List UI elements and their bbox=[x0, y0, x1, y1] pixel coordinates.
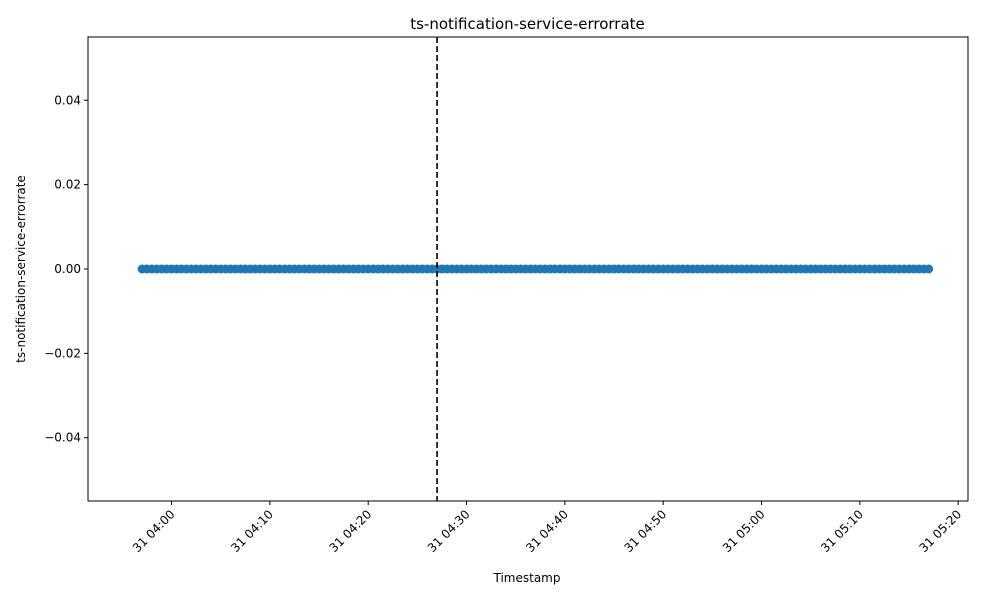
data-points bbox=[137, 264, 934, 274]
y-tick-label: 0.02 bbox=[54, 178, 81, 192]
x-tick-label: 31 04:40 bbox=[523, 507, 571, 555]
x-tick-label: 31 04:00 bbox=[130, 507, 178, 555]
x-tick-label: 31 05:10 bbox=[818, 507, 866, 555]
x-tick-label: 31 04:20 bbox=[326, 507, 374, 555]
y-tick-label: −0.02 bbox=[44, 346, 81, 360]
x-axis-label: Timestamp bbox=[493, 571, 561, 585]
y-axis: 0.04 0.02 0.00 −0.02 −0.04 bbox=[44, 93, 88, 445]
x-tick-label: 31 05:20 bbox=[916, 507, 964, 555]
chart-title: ts-notification-service-errorrate bbox=[410, 15, 645, 33]
y-axis-label: ts-notification-service-errorrate bbox=[14, 175, 28, 363]
y-tick-label: 0.00 bbox=[54, 262, 81, 276]
x-axis: 31 04:00 31 04:10 31 04:20 31 04:30 31 04:40… bbox=[130, 501, 964, 555]
x-tick-label: 31 04:30 bbox=[425, 507, 473, 555]
y-tick-label: −0.04 bbox=[44, 431, 81, 445]
y-tick-label: 0.04 bbox=[54, 93, 81, 107]
data-point bbox=[924, 264, 934, 274]
x-tick-label: 31 04:50 bbox=[621, 507, 669, 555]
x-tick-label: 31 05:00 bbox=[720, 507, 768, 555]
x-tick-label: 31 04:10 bbox=[228, 507, 276, 555]
